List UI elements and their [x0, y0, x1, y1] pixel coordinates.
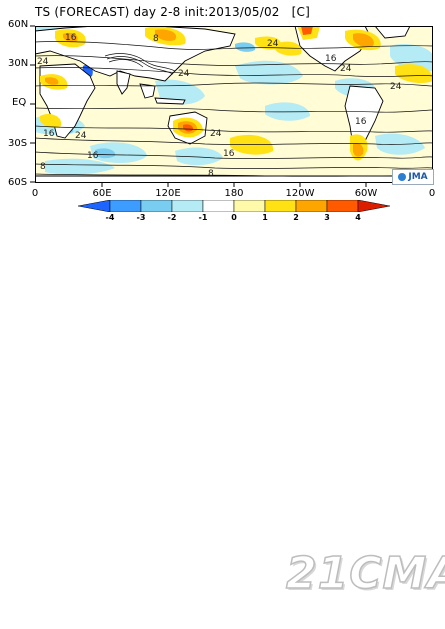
contour-label: 24	[37, 57, 49, 67]
contour-label: 24	[178, 69, 190, 79]
contour-label: 16	[325, 54, 337, 64]
colorbar-label: -3	[136, 213, 146, 222]
chart-title: TS (FORECAST) day 2-8 init:2013/05/02 [C…	[35, 5, 311, 19]
watermark-logo: 21CMA	[285, 547, 445, 600]
jma-logo: JMA	[392, 169, 434, 185]
lon-label-60w: 60W	[354, 188, 378, 199]
colorbar-seg-9	[357, 200, 390, 212]
contour-label: 8	[40, 162, 46, 172]
contour-label: 16	[355, 117, 367, 127]
colorbar-seg-1	[109, 200, 142, 212]
lon-label-180: 180	[224, 188, 244, 199]
colorbar-seg-3	[171, 200, 204, 212]
isotherm-contours	[35, 41, 433, 177]
contour-label: 24	[340, 64, 352, 74]
lon-label-0-left: 0	[31, 188, 39, 199]
colorbar-label: 2	[293, 213, 299, 222]
lat-label-30n: 30N	[8, 58, 29, 69]
jma-logo-icon	[398, 173, 407, 181]
contour-label: 16	[223, 149, 235, 159]
contour-label: 24	[210, 129, 222, 139]
colorbar-label: -1	[198, 213, 208, 222]
colorbar-seg-5	[233, 200, 266, 212]
lon-label-60e: 60E	[92, 188, 112, 199]
contour-label: 16	[65, 33, 77, 43]
contour-label: 24	[75, 131, 87, 141]
contour-label: 8	[208, 169, 214, 179]
colorbar-label: -2	[167, 213, 177, 222]
lon-label-0-right: 0	[428, 188, 436, 199]
contour-label: 16	[87, 151, 99, 161]
jma-logo-text: JMA	[408, 172, 428, 182]
lat-label-60n: 60N	[8, 19, 29, 30]
lon-label-120e: 120E	[155, 188, 181, 199]
colorbar-label: 4	[355, 213, 361, 222]
temperature-anomaly-map: 16 8 24 24 16 24 24 24 16 24 24 16 16 8 …	[35, 26, 433, 183]
contour-label: 24	[267, 39, 279, 49]
colorbar-seg-8	[326, 200, 359, 212]
colorbar-label: 0	[231, 213, 237, 222]
colorbar-label: -4	[105, 213, 115, 222]
contour-labels: 16 8 24 24 16 24 24 24 16 24 24 16 16 8 …	[37, 33, 402, 179]
contour-label: 8	[153, 34, 159, 44]
positive-anomaly-patches	[40, 26, 433, 161]
colorbar	[78, 200, 390, 212]
colorbar-seg-6	[264, 200, 297, 212]
colorbar-seg-0	[78, 200, 111, 212]
contour-label: 16	[43, 129, 55, 139]
colorbar-seg-2	[140, 200, 173, 212]
lat-label-60s: 60S	[8, 177, 28, 188]
colorbar-seg-4	[202, 200, 235, 212]
axis-ticks	[30, 25, 367, 187]
colorbar-seg-7	[295, 200, 328, 212]
contour-label: 24	[390, 82, 402, 92]
colorbar-label: 3	[324, 213, 330, 222]
lat-label-eq: EQ	[12, 97, 27, 108]
colorbar-label: 1	[262, 213, 268, 222]
lon-label-120w: 120W	[285, 188, 315, 199]
lat-label-30s: 30S	[8, 138, 28, 149]
